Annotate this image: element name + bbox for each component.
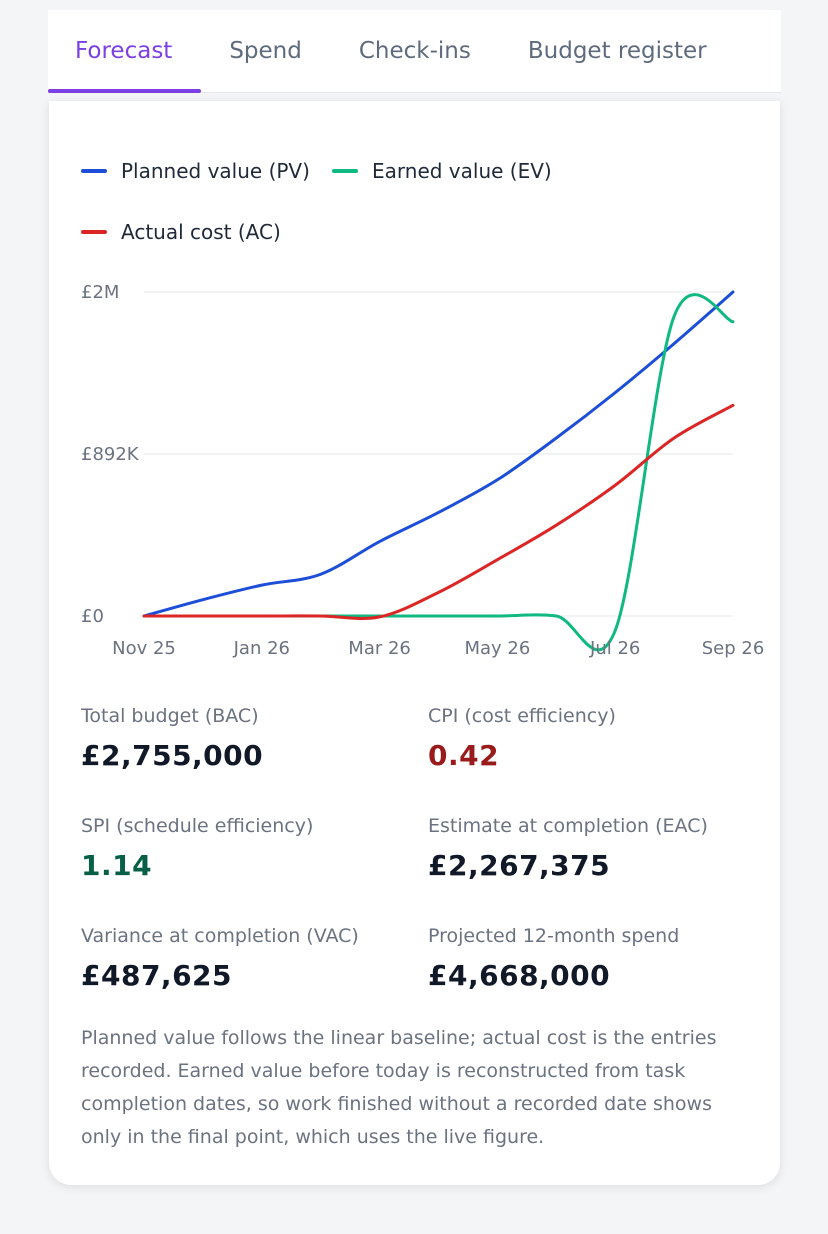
x-tick-label: Nov 25: [112, 638, 176, 659]
metric-label-eac: Estimate at completion (EAC): [428, 815, 708, 837]
x-tick-label: Jan 26: [233, 638, 290, 659]
tab-label: Budget register: [527, 38, 707, 64]
tab-spend[interactable]: Spend: [229, 10, 302, 92]
metric-label-cpi: CPI (cost efficiency): [428, 705, 616, 727]
metric-value-spi: 1.14: [81, 849, 153, 882]
legend-item-ev[interactable]: Earned value (EV): [332, 159, 552, 183]
legend-swatch-ev: [332, 169, 358, 173]
metric-label-projected-spend: Projected 12-month spend: [428, 925, 680, 947]
earned-value-line-chart: £0 £892K £2M Nov 25 Jan 26 Mar 26 May 26 Jul 26…: [81, 282, 765, 659]
tab-forecast[interactable]: Forecast: [48, 10, 202, 93]
forecast-panel: Planned value (PV) Earned value (EV) Act…: [49, 101, 780, 1185]
x-tick-label: Jul 26: [589, 638, 640, 659]
metric-value-cpi: 0.42: [428, 739, 500, 772]
metric-label-vac: Variance at completion (VAC): [81, 925, 359, 947]
series-line-pv: [142, 290, 735, 618]
x-tick-label: Sep 26: [702, 638, 765, 659]
legend-swatch-pv: [81, 169, 107, 173]
legend-label: Actual cost (AC): [121, 220, 281, 244]
metric-value-eac: £2,267,375: [428, 849, 611, 882]
x-tick-label: May 26: [464, 638, 530, 659]
legend-item-pv[interactable]: Planned value (PV): [81, 159, 310, 183]
y-tick-label: £892K: [81, 444, 140, 465]
series-line-ev: [142, 293, 735, 652]
active-tab-indicator: [48, 89, 202, 93]
y-tick-label: £2M: [81, 282, 119, 303]
y-tick-label: £0: [81, 606, 104, 627]
metric-value-projected-spend: £4,668,000: [428, 959, 611, 992]
series-line-ac: [142, 403, 735, 620]
metric-value-bac: £2,755,000: [81, 739, 264, 772]
legend-item-ac[interactable]: Actual cost (AC): [81, 220, 281, 244]
metric-label-spi: SPI (schedule efficiency): [81, 815, 314, 837]
tab-label: Spend: [229, 38, 302, 64]
tab-label: Forecast: [75, 38, 173, 64]
tab-check-ins[interactable]: Check-ins: [359, 10, 471, 92]
tab-bar: Forecast Spend Check-ins Budget register: [48, 10, 781, 93]
legend-swatch-ac: [81, 230, 107, 234]
x-tick-label: Mar 26: [348, 638, 411, 659]
legend-label: Planned value (PV): [121, 159, 310, 183]
tab-label: Check-ins: [358, 38, 471, 64]
tab-budget-register[interactable]: Budget register: [528, 10, 707, 92]
metric-value-vac: £487,625: [81, 959, 233, 992]
metric-label-bac: Total budget (BAC): [81, 705, 259, 727]
chart-footnote: Planned value follows the linear baselin…: [81, 1027, 717, 1148]
legend-label: Earned value (EV): [372, 159, 552, 183]
